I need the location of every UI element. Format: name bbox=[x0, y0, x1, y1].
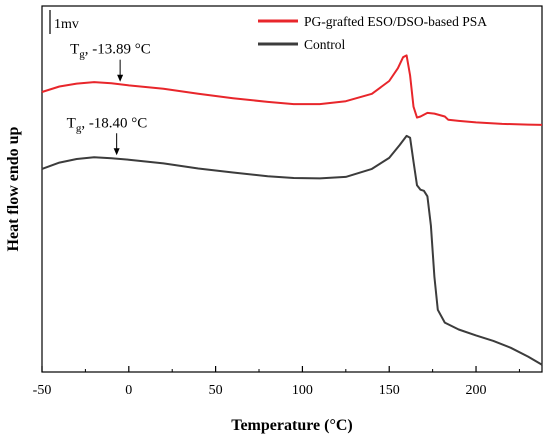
tg-annotation-0: Tg, -13.89 °C bbox=[70, 42, 151, 61]
series-line-0 bbox=[41, 54, 543, 126]
scale-bar-label: 1mv bbox=[54, 17, 79, 32]
plot-area-frame bbox=[41, 5, 543, 373]
annotation-layer: Tg, -13.89 °C Tg, -18.40 °C bbox=[67, 42, 151, 156]
x-tick-label: 200 bbox=[466, 383, 487, 398]
legend: PG-grafted ESO/DSO-based PSA Control bbox=[258, 14, 487, 52]
x-axis-ticks: -50 0 50 100 150 200 bbox=[33, 366, 520, 398]
legend-label-control: Control bbox=[304, 37, 346, 52]
x-axis-title: Temperature (°C) bbox=[231, 417, 352, 434]
series-layer bbox=[41, 54, 543, 366]
y-axis-title: Heat flow endo up bbox=[5, 126, 22, 251]
x-tick-label: 50 bbox=[209, 383, 223, 398]
tg-arrow-head bbox=[117, 74, 124, 82]
x-tick-label: -50 bbox=[33, 383, 52, 398]
tg-arrow-head bbox=[113, 148, 120, 156]
x-tick-label: 150 bbox=[379, 383, 400, 398]
x-tick-label: 0 bbox=[125, 383, 132, 398]
legend-label-pg-grafted: PG-grafted ESO/DSO-based PSA bbox=[304, 14, 487, 29]
series-line-1 bbox=[41, 134, 543, 366]
x-tick-label: 100 bbox=[292, 383, 313, 398]
tg-annotation-1: Tg, -18.40 °C bbox=[67, 115, 148, 134]
